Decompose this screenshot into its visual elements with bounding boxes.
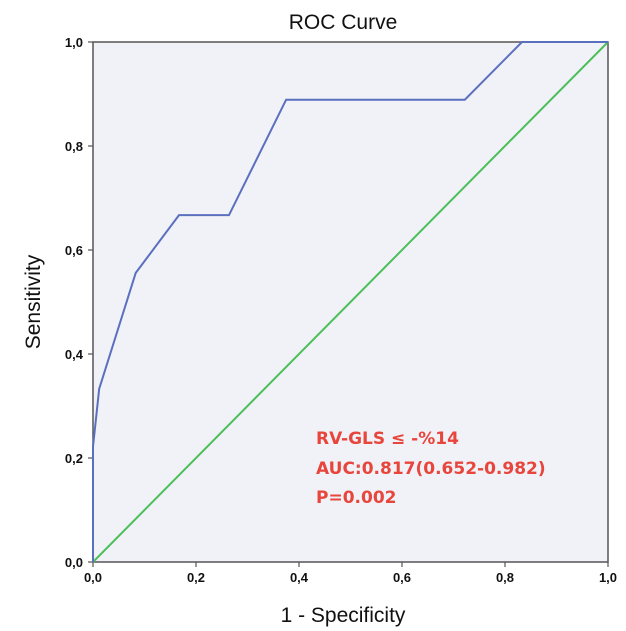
x-tick-label: 1,0 bbox=[599, 570, 617, 585]
x-tick-label: 0,8 bbox=[496, 570, 514, 585]
y-axis: 0,0 0,2 0,4 0,6 0,8 1,0 bbox=[65, 35, 93, 570]
y-tick-label: 0,0 bbox=[65, 555, 83, 570]
roc-curve-line bbox=[92, 41, 608, 562]
y-tick-label: 0,2 bbox=[65, 451, 83, 466]
annotation-threshold: RV-GLS ≤ -%14 bbox=[316, 429, 459, 449]
annotation-box: RV-GLS ≤ -%14 AUC:0.817(0.652-0.982) P=0… bbox=[316, 429, 546, 508]
y-tick-label: 0,8 bbox=[65, 139, 83, 154]
annotation-auc: AUC:0.817(0.652-0.982) bbox=[316, 459, 546, 479]
reference-line bbox=[92, 41, 609, 563]
chart-title: ROC Curve bbox=[289, 11, 398, 34]
annotation-p-value: P=0.002 bbox=[316, 488, 396, 508]
series-layer bbox=[92, 41, 609, 563]
y-tick-label: 0,4 bbox=[65, 347, 84, 362]
x-tick-label: 0,2 bbox=[187, 570, 205, 585]
y-tick-label: 1,0 bbox=[65, 35, 83, 50]
x-tick-label: 0,4 bbox=[290, 570, 309, 585]
x-tick-label: 0,6 bbox=[393, 570, 411, 585]
y-tick-label: 0,6 bbox=[65, 243, 83, 258]
x-axis: 0,0 0,2 0,4 0,6 0,8 1,0 bbox=[84, 562, 617, 585]
x-tick-label: 0,0 bbox=[84, 570, 102, 585]
x-axis-label: 1 - Specificity bbox=[281, 604, 406, 627]
y-axis-label: Sensitivity bbox=[22, 254, 45, 349]
